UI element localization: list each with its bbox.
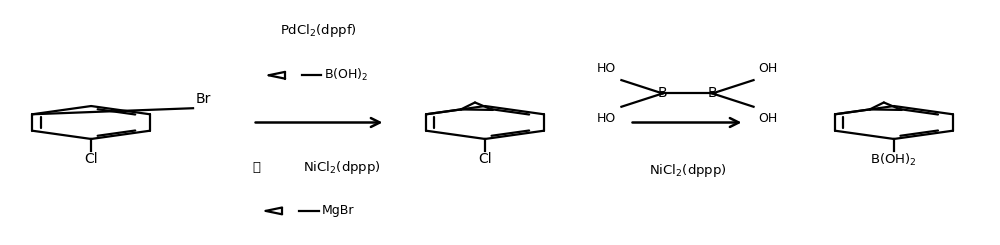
Text: HO: HO [597,62,616,75]
Text: B: B [708,86,717,100]
Text: HO: HO [597,112,616,125]
Text: Cl: Cl [84,152,98,166]
Text: MgBr: MgBr [321,204,354,217]
Text: Br: Br [196,92,211,106]
Text: Cl: Cl [478,152,492,166]
Text: NiCl$_2$(dppp): NiCl$_2$(dppp) [303,159,380,176]
Text: OH: OH [759,62,778,75]
Text: B: B [658,86,667,100]
Text: 或: 或 [253,161,261,174]
Text: PdCl$_2$(dppf): PdCl$_2$(dppf) [280,22,357,39]
Text: OH: OH [759,112,778,125]
Text: B(OH)$_2$: B(OH)$_2$ [324,67,369,83]
Text: NiCl$_2$(dppp): NiCl$_2$(dppp) [649,162,726,179]
Text: B(OH)$_2$: B(OH)$_2$ [870,152,917,168]
